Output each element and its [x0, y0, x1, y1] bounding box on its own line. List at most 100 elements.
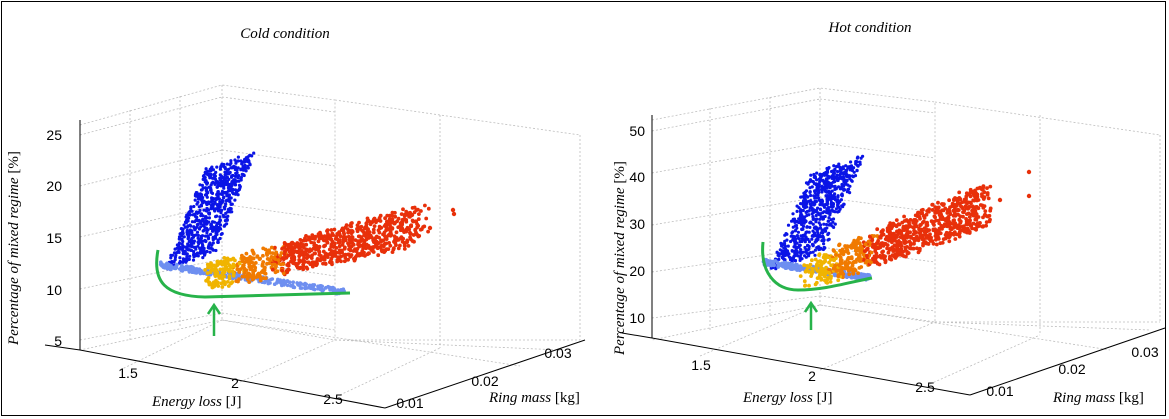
scatter-point — [276, 258, 281, 262]
scatter-point — [795, 226, 799, 230]
scatter-point — [251, 256, 256, 261]
scatter-point — [798, 258, 802, 262]
scatter-point — [866, 239, 871, 244]
scatter-point — [200, 219, 204, 223]
scatter-point — [795, 209, 799, 213]
scatter-point — [210, 229, 215, 233]
scatter-point — [928, 232, 932, 237]
scatter-point — [948, 212, 953, 217]
scatter-point — [175, 243, 179, 247]
scatter-point — [855, 163, 859, 167]
scatter-point — [372, 240, 376, 245]
scatter-point — [207, 212, 211, 216]
scatter-point — [247, 264, 252, 269]
scatter-point — [847, 260, 852, 265]
x-tick-label: 2.5 — [323, 391, 343, 407]
scatter-point — [197, 193, 201, 197]
scatter-point — [848, 266, 853, 271]
scatter-point — [237, 179, 241, 183]
scatter-point — [844, 173, 848, 178]
scatter-point — [234, 166, 238, 170]
scatter-point — [301, 264, 306, 269]
scatter-point — [292, 257, 297, 262]
scatter-point — [371, 230, 376, 235]
scatter-point — [813, 248, 818, 252]
scatter-point — [379, 239, 384, 244]
scatter-point — [311, 283, 315, 287]
scatter-point — [279, 251, 284, 255]
scatter-point — [852, 238, 857, 243]
scatter-point — [374, 234, 379, 239]
scatter-point — [870, 245, 875, 249]
arrow-head — [206, 302, 222, 315]
scatter-point — [222, 270, 227, 274]
scatter-point — [875, 227, 880, 232]
scatter-point — [939, 223, 944, 228]
scatter-point — [824, 269, 828, 274]
scatter-point — [807, 247, 811, 251]
scatter-point — [201, 229, 205, 233]
scatter-point — [329, 228, 334, 232]
scatter-point — [388, 230, 393, 235]
scatter-point — [421, 225, 425, 229]
scatter-point — [218, 192, 223, 196]
scatter-point — [215, 214, 219, 218]
scatter-point — [213, 266, 218, 271]
scatter-point — [339, 228, 344, 233]
scatter-point — [814, 280, 819, 285]
scatter-point — [804, 250, 808, 254]
scatter-points — [158, 151, 457, 296]
scatter-point — [411, 219, 416, 224]
scatter-point — [335, 237, 340, 242]
scatter-point — [984, 223, 988, 228]
scatter-point — [298, 286, 303, 290]
scatter-point — [225, 198, 229, 202]
scatter-point — [229, 159, 233, 163]
scatter-point — [349, 224, 354, 229]
scatter-point — [912, 241, 916, 246]
scatter-point — [821, 211, 825, 215]
scatter-point — [412, 205, 417, 210]
scatter-point — [859, 156, 863, 160]
scatter-point — [974, 222, 979, 227]
scatter-point — [384, 237, 389, 242]
scatter-point — [340, 243, 345, 247]
scatter-point — [901, 254, 906, 258]
scatter-point — [218, 215, 222, 219]
scatter-point — [344, 257, 349, 262]
scatter-point — [838, 207, 842, 211]
scatter-point — [181, 260, 185, 264]
scatter-point — [207, 174, 211, 178]
scatter-point — [183, 249, 187, 253]
scatter-point — [205, 271, 210, 275]
scatter-point — [225, 180, 229, 184]
scatter-point — [193, 194, 197, 198]
scatter-point — [350, 235, 354, 239]
scatter-point — [826, 238, 830, 242]
scatter-point — [919, 227, 924, 232]
scatter-point — [853, 174, 858, 178]
scatter-point — [387, 217, 392, 221]
scatter-point — [239, 159, 243, 163]
scatter-point — [210, 196, 214, 200]
scatter-point — [844, 263, 848, 268]
scatter-point — [269, 245, 274, 250]
scatter-point — [842, 266, 847, 271]
scatter-point — [193, 198, 197, 202]
scatter-point — [827, 231, 831, 235]
scatter-point — [801, 219, 805, 224]
scatter-point — [881, 249, 885, 254]
scatter-point — [797, 206, 801, 210]
scatter-point — [829, 263, 833, 268]
scatter-point — [975, 192, 979, 197]
scatter-point — [210, 165, 214, 169]
scatter-point — [974, 205, 978, 209]
scatter-point — [366, 218, 371, 223]
scatter-point — [376, 245, 381, 250]
scatter-point — [317, 245, 321, 250]
scatter-point — [810, 237, 814, 241]
scatter-point — [793, 259, 798, 263]
scatter-point — [191, 213, 195, 217]
chart-title: Cold condition — [240, 26, 330, 42]
scatter-point — [817, 275, 821, 280]
